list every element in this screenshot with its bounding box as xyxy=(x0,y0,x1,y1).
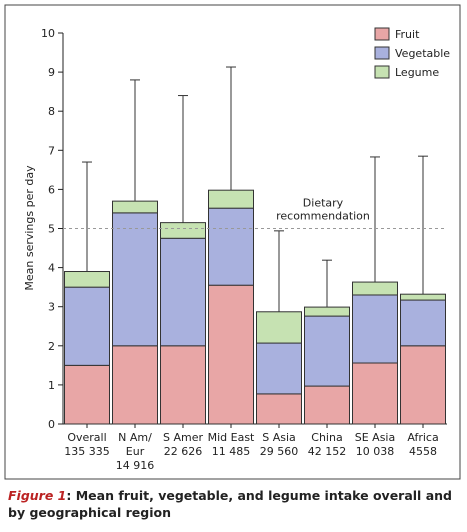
reference-label: recommendation xyxy=(276,210,370,223)
bar-segment xyxy=(160,237,206,347)
y-tick-label: 9 xyxy=(48,66,55,79)
bar-segment xyxy=(352,294,398,364)
bar-segment xyxy=(256,311,302,344)
bar-segment xyxy=(112,212,158,347)
bar-segment xyxy=(304,315,350,387)
legend-swatch xyxy=(374,65,390,79)
y-tick-label: 6 xyxy=(48,183,55,196)
x-tick-label: S Amer xyxy=(163,431,203,444)
bar-segment xyxy=(352,281,398,296)
y-tick-label: 10 xyxy=(41,27,55,40)
bar-segment xyxy=(304,385,350,425)
bar-segment xyxy=(304,306,350,317)
sample-size: 10 038 xyxy=(356,445,395,458)
bar-segment xyxy=(400,293,446,301)
y-tick-label: 5 xyxy=(48,223,55,236)
x-tick-label: Eur xyxy=(126,445,145,458)
y-tick-label: 1 xyxy=(48,379,55,392)
bar-segment xyxy=(256,342,302,395)
legend-label: Legume xyxy=(395,66,439,79)
sample-size: 135 335 xyxy=(64,445,110,458)
y-tick-label: 8 xyxy=(48,105,55,118)
x-tick-label: N Am/ xyxy=(118,431,152,444)
y-axis-label: Mean servings per day xyxy=(23,165,36,291)
bar-segment xyxy=(208,189,254,209)
bar-segment xyxy=(400,345,446,425)
legend-swatch xyxy=(374,46,390,60)
x-tick-label: Overall xyxy=(67,431,106,444)
legend-label: Vegetable xyxy=(395,47,450,60)
sample-size: 11 485 xyxy=(212,445,251,458)
bar-segment xyxy=(256,393,302,425)
bar-segment xyxy=(208,284,254,425)
x-tick-label: S Asia xyxy=(262,431,296,444)
y-tick-label: 2 xyxy=(48,340,55,353)
bar-segment xyxy=(64,271,110,288)
caption-text: : Mean fruit, vegetable, and legume inta… xyxy=(8,488,452,520)
chart: Mean servings per day 0 1 2 3 4 5 6 7 8 9 10 Overal… xyxy=(4,4,461,480)
bar-segment xyxy=(112,345,158,425)
y-tick-label: 4 xyxy=(48,262,55,275)
y-tick-label: 0 xyxy=(48,418,55,431)
caption: Figure 1: Mean fruit, vegetable, and leg… xyxy=(8,487,460,521)
bar-segment xyxy=(64,364,110,425)
y-tick-label: 7 xyxy=(48,144,55,157)
reference-label: Dietary xyxy=(303,197,344,210)
bar-segment xyxy=(160,222,206,239)
sample-size: 4558 xyxy=(409,445,437,458)
sample-size: 22 626 xyxy=(164,445,203,458)
sample-size: 29 560 xyxy=(260,445,299,458)
bar-segment xyxy=(112,200,158,214)
figure-label: Figure 1 xyxy=(8,488,67,503)
frame xyxy=(4,4,461,480)
sample-size: 14 916 xyxy=(116,459,155,472)
x-tick-label: Mid East xyxy=(208,431,255,444)
bar-segment xyxy=(208,207,254,286)
x-tick-label: SE Asia xyxy=(355,431,395,444)
legend-label: Fruit xyxy=(395,28,420,41)
x-tick-label: Africa xyxy=(407,431,438,444)
bar-segment xyxy=(160,345,206,425)
bar-segment xyxy=(400,299,446,347)
legend-swatch xyxy=(374,27,390,41)
bar-segment xyxy=(64,286,110,366)
sample-size: 42 152 xyxy=(308,445,347,458)
bar-segment xyxy=(352,362,398,425)
y-tick-label: 3 xyxy=(48,301,55,314)
x-tick-label: China xyxy=(311,431,342,444)
